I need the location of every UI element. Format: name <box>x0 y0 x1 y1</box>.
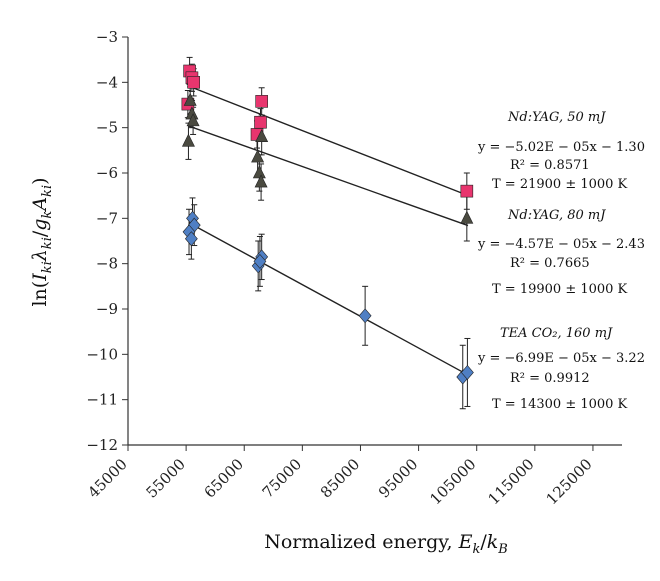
y-tick-label: −12 <box>86 436 118 454</box>
annotation-r2-2: R² = 0.9912 <box>510 371 590 386</box>
annotation-equation-2: y = −6.99E − 05x − 3.22 <box>477 351 645 366</box>
annotation-temperature-1: T = 19900 ± 1000 K <box>492 282 628 297</box>
y-tick-label: −5 <box>96 119 118 137</box>
y-tick-label: −8 <box>96 255 118 273</box>
y-axis-title: ln(Ikiλki/gkAki) <box>29 177 55 306</box>
x-tick-label: 45000 <box>84 455 130 501</box>
data-point-triangle <box>255 129 269 143</box>
annotation-temperature-2: T = 14300 ± 1000 K <box>492 397 628 412</box>
x-ticks: 45000 55000 65000 75000 85000 95000 105000 1150… <box>84 445 596 508</box>
fit-line-2 <box>188 222 469 376</box>
annotation-equation-0: y = −5.02E − 05x − 1.30 <box>477 140 645 155</box>
y-tick-label: −10 <box>86 345 118 363</box>
annotation-title-2: TEA CO₂, 160 mJ <box>500 326 613 341</box>
data-point-triangle <box>252 165 266 179</box>
x-tick-label: 55000 <box>142 455 188 501</box>
data-point-square <box>187 76 200 89</box>
x-tick-label: 125000 <box>543 455 596 508</box>
data-point-square <box>254 115 267 129</box>
data-point-diamond <box>253 253 267 269</box>
annotation-r2-1: R² = 0.7665 <box>510 256 590 271</box>
annotation-title-1: Nd:YAG, 80 mJ <box>507 208 606 223</box>
y-tick-label: −11 <box>86 391 118 409</box>
data-point-triangle <box>460 210 474 224</box>
annotation-tea-co2-160: TEA CO₂, 160 mJ y = −6.99E − 05x − 3.22 … <box>477 326 645 412</box>
annotation-nd-yag-50: Nd:YAG, 50 mJ y = −5.02E − 05x − 1.30 R²… <box>477 110 645 192</box>
data-point-diamond <box>358 308 372 324</box>
annotation-nd-yag-80: Nd:YAG, 80 mJ y = −4.57E − 05x − 2.43 R²… <box>477 208 645 297</box>
annotation-r2-0: R² = 0.8571 <box>510 158 590 173</box>
annotation-temperature-0: T = 21900 ± 1000 K <box>492 177 628 192</box>
fit-line-0 <box>188 85 469 197</box>
x-tick-label: 75000 <box>259 455 305 501</box>
data-markers <box>181 64 474 385</box>
data-point-diamond <box>461 365 474 380</box>
data-point-triangle <box>183 92 197 106</box>
data-point-triangle <box>254 174 268 188</box>
fit-line-1 <box>188 125 469 227</box>
x-tick-label: 95000 <box>375 455 421 501</box>
data-point-square <box>460 184 474 198</box>
data-point-diamond <box>184 231 198 247</box>
x-tick-label: 115000 <box>484 455 537 508</box>
y-ticks: −3 −4 −5 −6 −7 −8 −9 −10 −11 −12 <box>86 28 128 454</box>
y-tick-label: −9 <box>96 300 118 318</box>
error-bars <box>184 56 471 410</box>
y-tick-label: −3 <box>96 28 118 46</box>
x-tick-label: 65000 <box>201 455 247 501</box>
y-tick-label: −6 <box>96 164 118 182</box>
x-tick-label: 85000 <box>317 455 363 501</box>
fit-lines <box>188 85 469 376</box>
annotation-title-0: Nd:YAG, 50 mJ <box>507 110 606 125</box>
data-point-square <box>255 95 268 108</box>
annotation-equation-1: y = −4.57E − 05x − 2.43 <box>477 237 645 252</box>
y-tick-label: −7 <box>96 209 118 227</box>
data-point-triangle <box>181 133 195 147</box>
data-point-triangle <box>186 113 200 127</box>
x-axis-title: Normalized energy, Ek/kB <box>264 531 508 557</box>
y-tick-label: −4 <box>96 73 118 91</box>
x-tick-label: 105000 <box>426 455 479 508</box>
data-point-triangle <box>251 149 265 163</box>
